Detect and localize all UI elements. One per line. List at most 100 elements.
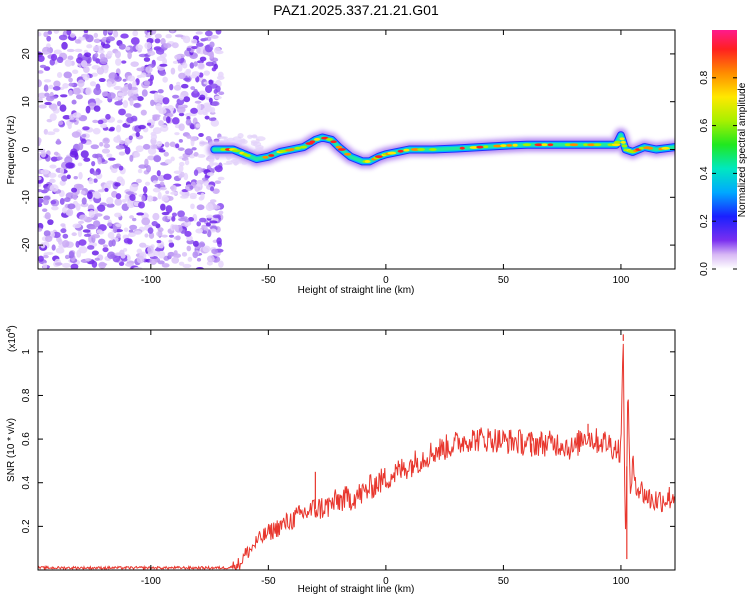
chart-title: PAZ1.2025.337.21.21.G01 xyxy=(273,2,439,18)
noise-blob xyxy=(127,83,133,91)
noise-blob xyxy=(204,104,212,112)
noise-blob xyxy=(144,181,151,186)
noise-blob xyxy=(198,62,205,69)
colorbar: 0.0 0.2 0.4 0.6 0.8 Normalized spectral ampl… xyxy=(699,30,748,276)
noise-blob xyxy=(64,59,73,67)
noise-blob xyxy=(163,151,169,157)
noise-blob xyxy=(106,92,116,99)
snr-y-ticks: 0.2 0.4 0.6 0.8 1 xyxy=(21,349,675,533)
noise-blob xyxy=(172,60,179,64)
noise-blob xyxy=(38,137,41,146)
ridge-hotspot xyxy=(278,149,288,153)
noise-blob xyxy=(198,132,204,137)
ridge-hotspot xyxy=(289,148,295,151)
noise-blob xyxy=(112,163,120,169)
ridge-hotspot xyxy=(335,145,343,149)
noise-blob xyxy=(72,112,82,119)
noise-blob xyxy=(141,89,148,97)
noise-blob xyxy=(152,180,158,184)
noise-blob xyxy=(90,144,99,150)
ridge-hotspot xyxy=(314,137,321,141)
noise-blob xyxy=(101,148,111,154)
noise-blob xyxy=(218,210,224,215)
noise-blob xyxy=(106,50,113,57)
noise-blob xyxy=(214,95,222,100)
noise-blob xyxy=(106,203,115,208)
noise-blob xyxy=(196,204,205,211)
noise-blob xyxy=(38,176,42,181)
noise-blob xyxy=(191,90,200,98)
noise-blob xyxy=(88,177,94,185)
snr-x-label: Height of straight line (km) xyxy=(298,584,415,595)
noise-blob xyxy=(164,141,170,148)
noise-blob xyxy=(115,223,122,227)
ridge-hotspot xyxy=(294,146,302,150)
noise-blob xyxy=(183,96,191,103)
noise-blob xyxy=(68,77,73,83)
noise-blob xyxy=(60,94,68,98)
noise-blob xyxy=(43,31,49,38)
noise-blob xyxy=(140,109,147,116)
noise-blob xyxy=(159,181,165,186)
noise-blob xyxy=(147,155,156,161)
noise-blob xyxy=(190,86,196,91)
noise-blob xyxy=(94,257,100,261)
noise-blob xyxy=(67,55,74,61)
noise-blob xyxy=(115,145,125,150)
noise-blob xyxy=(59,104,67,112)
noise-blob xyxy=(63,197,71,203)
noise-blob xyxy=(189,185,194,190)
ridge-hotspot xyxy=(522,143,532,147)
noise-blob xyxy=(123,247,128,252)
noise-blob xyxy=(184,159,190,166)
noise-blob xyxy=(133,266,143,269)
noise-blob xyxy=(93,178,98,183)
noise-blob xyxy=(217,176,225,181)
noise-blob xyxy=(52,86,61,91)
noise-blob xyxy=(135,145,144,153)
noise-blob xyxy=(125,113,132,118)
colorbar-tick-label: 0.6 xyxy=(699,118,710,132)
noise-blob xyxy=(182,263,192,269)
noise-blob xyxy=(162,76,168,83)
noise-blob xyxy=(179,161,185,167)
noise-blob xyxy=(93,213,103,217)
noise-blob xyxy=(83,233,91,237)
noise-blob xyxy=(71,187,78,193)
ridge-hotspot xyxy=(244,154,251,157)
noise-blob xyxy=(168,242,175,248)
noise-blob xyxy=(178,94,184,101)
noise-blob xyxy=(171,256,180,264)
noise-blob xyxy=(162,97,170,105)
noise-blob xyxy=(182,62,188,69)
noise-blob xyxy=(156,140,163,147)
noise-blob xyxy=(130,61,139,67)
noise-blob xyxy=(60,223,66,227)
snr-y-tick-label: 0.6 xyxy=(21,432,32,446)
noise-blob xyxy=(48,84,54,90)
noise-blob xyxy=(203,70,211,76)
noise-blob xyxy=(125,191,135,195)
noise-blob xyxy=(147,227,154,234)
noise-blob xyxy=(199,56,207,62)
noise-blob xyxy=(210,228,217,233)
noise-blob xyxy=(209,51,215,59)
noise-blob xyxy=(78,142,84,151)
ridge-hotspot xyxy=(469,146,479,149)
noise-blob xyxy=(116,119,123,124)
noise-blob xyxy=(123,227,129,232)
noise-blob xyxy=(136,212,145,216)
noise-blob xyxy=(107,251,116,260)
noise-blob xyxy=(190,203,195,210)
noise-blob xyxy=(92,171,99,176)
noise-blob xyxy=(38,70,44,74)
ridge-hotspot xyxy=(410,148,420,151)
noise-blob xyxy=(112,225,118,234)
noise-blob xyxy=(91,250,99,256)
noise-blob xyxy=(147,50,156,56)
noise-blob xyxy=(69,119,77,123)
noise-blob xyxy=(87,191,93,200)
noise-blob xyxy=(114,75,122,82)
noise-blob xyxy=(198,241,205,248)
spectrogram-ridge xyxy=(205,126,675,171)
